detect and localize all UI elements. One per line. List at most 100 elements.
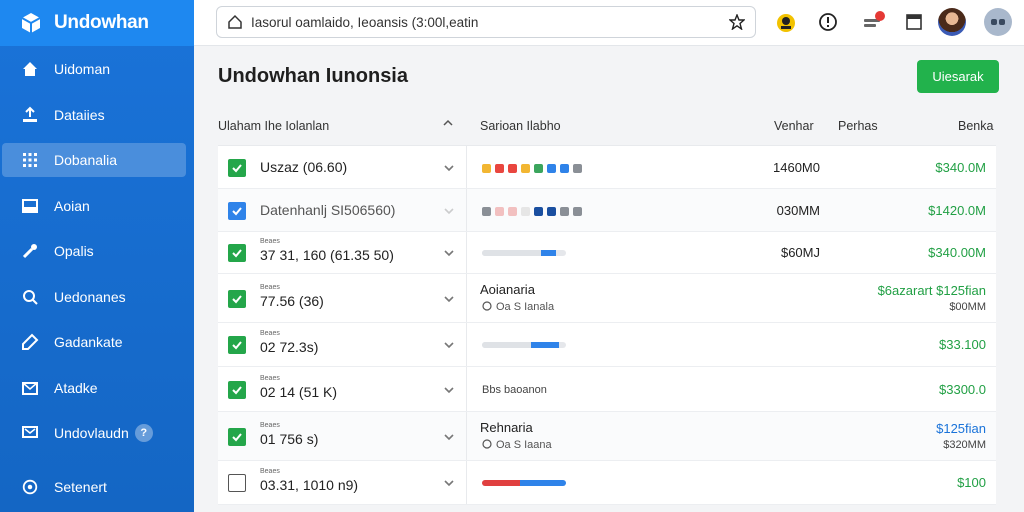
sidebar-item-label: Atadke [54, 379, 98, 396]
status-dot [521, 206, 530, 216]
status-dot [508, 206, 517, 216]
row-name: 03.31, 1010 n9) [260, 477, 359, 493]
star-icon[interactable] [728, 13, 746, 31]
progress-bar [482, 250, 566, 256]
row-price: $100 [957, 475, 986, 490]
expand-chevron-icon[interactable] [442, 476, 456, 490]
header-name[interactable]: Ulaham Ihe Iolanlan [218, 119, 330, 133]
header-price[interactable]: Benka [958, 119, 994, 133]
sidebar-item-opalis[interactable]: Opalis [0, 234, 194, 268]
table-row[interactable]: Beaes 01 756 s) Rehnaria Oa S Iaana $125fian… [218, 412, 996, 461]
row-checkbox[interactable] [228, 336, 246, 354]
row-detail-title: Rehnaria [480, 419, 533, 435]
table-row[interactable]: Uszaz (06.60) 1460M0 $340.0M [218, 146, 996, 189]
row-checkbox[interactable] [228, 158, 246, 177]
row-caption: Beaes [260, 330, 280, 337]
sidebar-item-aoian[interactable]: Aoian [0, 189, 194, 223]
status-dot [560, 206, 569, 216]
address-bar[interactable]: Iasorul oamlaido, Ieoansis (3:00l,eatin [216, 6, 756, 38]
status-dots [482, 163, 582, 173]
mail-icon [20, 378, 40, 398]
home-icon [20, 59, 40, 79]
row-volume: 1460M0 [773, 159, 820, 175]
sidebar-item-uedonanes[interactable]: Uedonanes [0, 280, 194, 314]
sidebar-item-undovlaudn[interactable]: Undovlaudn? [0, 416, 194, 450]
extension-icon[interactable] [774, 10, 798, 34]
table-row[interactable]: Beaes 77.56 (36) Aoianaria Oa S Ianala $6aza… [218, 274, 996, 323]
progress-bar [482, 342, 566, 348]
row-checkbox[interactable] [228, 474, 246, 492]
column-divider [466, 274, 467, 322]
info-icon[interactable] [816, 10, 840, 34]
primary-action-button[interactable]: Uiesarak [917, 60, 999, 93]
expand-chevron-icon[interactable] [442, 204, 456, 218]
brand[interactable]: Undowhan [0, 0, 194, 46]
sidebar-item-uidoman[interactable]: Uidoman [0, 52, 194, 86]
row-caption: Beaes [260, 421, 280, 429]
table-row[interactable]: Datenhanlj SI506560) 030MM $1420.0M [218, 189, 996, 232]
status-dot [495, 206, 504, 216]
row-checkbox[interactable] [228, 244, 246, 262]
bar-accent-fill [530, 342, 560, 348]
sidebar-item-dobanalia[interactable]: Dobanalia [2, 143, 186, 177]
address-text: Iasorul oamlaido, Ieoansis (3:00l,eatin [251, 14, 479, 30]
row-checkbox[interactable] [228, 289, 246, 308]
settings-icon [20, 477, 40, 497]
sidebar-nav: Uidoman Dataiies Dobanalia Aoian Opalis Uedon… [0, 52, 194, 462]
bar-track-fill [482, 342, 531, 348]
sidebar-item-gadankate[interactable]: Gadankate [0, 325, 194, 359]
bar-accent-fill [540, 250, 556, 256]
row-name: 02 72.3s) [260, 339, 319, 355]
row-price: $340.0M [935, 159, 986, 175]
expand-chevron-icon[interactable] [442, 161, 456, 175]
row-price: $3300.0 [939, 381, 986, 397]
row-volume: $60MJ [780, 245, 820, 260]
help-badge[interactable]: ? [134, 424, 153, 442]
account-avatar[interactable] [984, 8, 1012, 36]
expand-chevron-icon[interactable] [442, 246, 456, 260]
row-name: 02 14 (51 K) [260, 383, 338, 400]
expand-chevron-icon[interactable] [442, 338, 456, 352]
sidebar-item-settings[interactable]: Setenert [0, 470, 194, 504]
column-divider [466, 461, 467, 504]
row-checkbox[interactable] [228, 380, 246, 399]
header-volume[interactable]: Venhar [774, 119, 814, 133]
row-checkbox[interactable] [228, 427, 246, 446]
table-row[interactable]: Beaes 37 31, 160 (61.35 50) $60MJ $340.00M [218, 232, 996, 274]
clock-icon [482, 438, 492, 452]
cube-logo-icon [18, 10, 44, 36]
row-checkbox[interactable] [228, 201, 246, 220]
bar-accent2-fill [519, 480, 566, 486]
status-dot [482, 163, 491, 173]
row-name: Uszaz (06.60) [260, 158, 348, 175]
expand-chevron-icon[interactable] [442, 292, 456, 306]
sidebar-item-atadke[interactable]: Atadke [0, 371, 194, 405]
expand-chevron-icon[interactable] [442, 430, 456, 444]
sort-chevron-icon[interactable] [442, 117, 454, 132]
sidebar-item-label: Dataiies [54, 106, 105, 123]
wrench-icon [20, 241, 40, 261]
row-note: Bbs baoanon [482, 383, 547, 396]
status-dot [521, 163, 530, 173]
expand-chevron-icon[interactable] [442, 383, 456, 397]
status-dot [508, 163, 517, 173]
window-icon[interactable] [902, 10, 926, 34]
table-row[interactable]: Beaes 03.31, 1010 n9) $100 [218, 461, 996, 505]
header-chart[interactable]: Sarioan Ilabho [480, 119, 561, 133]
row-caption: Beaes [260, 374, 280, 382]
header-period[interactable]: Perhas [838, 119, 878, 133]
row-caption: Beaes [260, 238, 280, 245]
status-dot [560, 163, 569, 173]
table-row[interactable]: Beaes 02 72.3s) $33.100 [218, 323, 996, 367]
sidebar-item-dataiies[interactable]: Dataiies [0, 98, 194, 132]
notifications-icon[interactable] [862, 10, 886, 34]
table-row[interactable]: Beaes 02 14 (51 K) Bbs baoanon $3300.0 [218, 367, 996, 412]
sidebar: Undowhan Uidoman Dataiies Dobanalia Aoian Op… [0, 0, 194, 512]
row-price: $340.00M [928, 245, 986, 260]
sidebar-item-label: Opalis [54, 243, 94, 259]
row-price: $6azarart $125fian [877, 282, 986, 298]
inbox-icon [20, 196, 40, 216]
main-content: Undowhan Iunonsia Uiesarak Ulaham Ihe Io… [194, 47, 1024, 512]
user-avatar[interactable] [938, 8, 966, 36]
